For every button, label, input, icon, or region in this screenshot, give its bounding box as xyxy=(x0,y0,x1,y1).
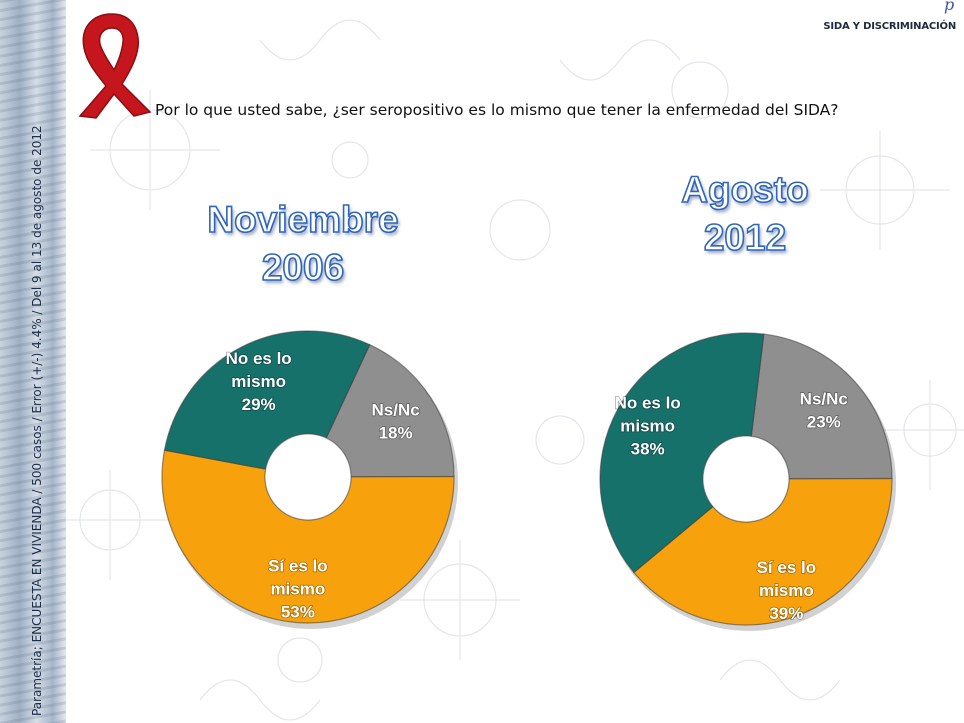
period-title-year: 2012 xyxy=(703,216,787,259)
donut-chart-2012: Ns/Nc 23% Sí es lo mismo 39% No es lo mismo 38% xyxy=(599,332,896,631)
donut-hole xyxy=(264,433,352,521)
slice-label-no-es-lo-mismo: No es lo mismo 29% xyxy=(226,349,292,414)
period-title-2006: Noviembre 2006 xyxy=(168,196,438,292)
slice-label-si-es-lo-mismo: Sí es lo mismo 39% xyxy=(757,558,817,623)
period-title-month: Agosto xyxy=(680,168,809,211)
donut-chart-2006: Ns/Nc 18% Sí es lo mismo 53% No es lo mismo 29% xyxy=(161,330,458,629)
slice-label-si-es-lo-mismo: Sí es lo mismo 53% xyxy=(268,557,328,622)
side-strip xyxy=(0,0,66,723)
awareness-ribbon-icon xyxy=(78,13,152,119)
period-title-month: Noviembre xyxy=(207,198,400,241)
period-title-2012: Agosto 2012 xyxy=(610,166,880,262)
slice-label-ns-nc: Ns/Nc 23% xyxy=(800,389,848,431)
survey-question: Por lo que usted sabe, ¿ser seropositivo… xyxy=(155,101,839,119)
period-title-year: 2006 xyxy=(261,246,345,289)
slice-label-no-es-lo-mismo: No es lo mismo 38% xyxy=(615,393,681,458)
slice-label-ns-nc: Ns/Nc 18% xyxy=(372,400,420,442)
section-label: SIDA Y DISCRIMINACIÓN xyxy=(823,21,956,32)
donut-hole xyxy=(702,435,790,523)
logo-mark: p xyxy=(944,0,955,14)
methodology-note: Parametría; ENCUESTA EN VIVIENDA / 500 c… xyxy=(30,125,44,716)
